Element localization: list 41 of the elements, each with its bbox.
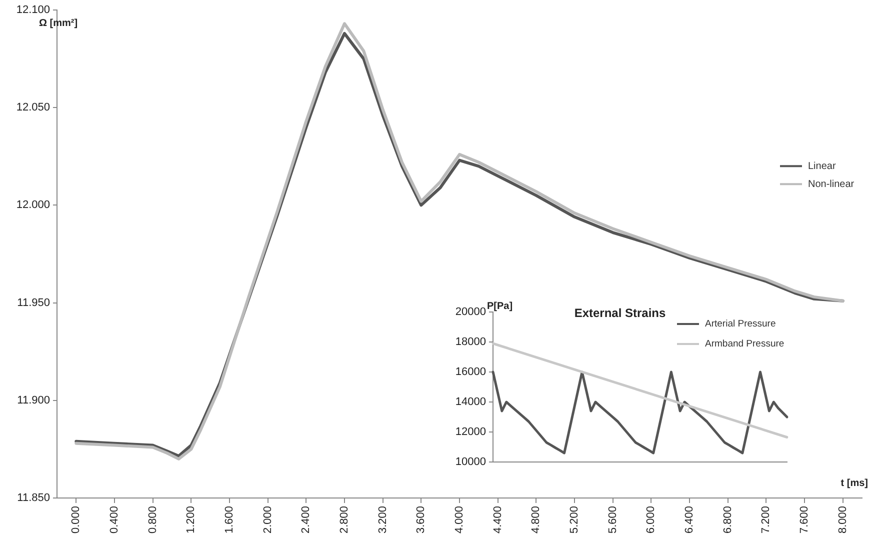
x-tick-label: 1.200 — [185, 506, 198, 534]
x-axis-title: t [ms] — [840, 478, 868, 489]
x-tick-label: 0.800 — [146, 506, 159, 534]
x-tick-label: 7.600 — [798, 506, 811, 534]
legend-label: Non-linear — [808, 178, 855, 190]
x-tick-label: 6.800 — [722, 506, 734, 534]
legend-label: Arterial Pressure — [705, 318, 776, 330]
legend-label: Linear — [808, 160, 836, 172]
y-tick-label: 18000 — [455, 336, 486, 348]
x-tick-label: 5.600 — [606, 506, 619, 534]
x-tick-label: 6.000 — [645, 506, 658, 534]
x-tick-label: 1.600 — [224, 506, 236, 534]
y-tick-label: 20000 — [455, 306, 486, 318]
y-tick-label: 11.950 — [17, 296, 50, 309]
y-tick-label: 10000 — [455, 456, 486, 468]
x-tick-label: 0.000 — [70, 506, 82, 534]
y-tick-label: 12000 — [455, 426, 486, 438]
y-tick-label: 11.850 — [17, 492, 50, 504]
x-tick-label: 8.000 — [836, 506, 849, 534]
y-tick-label: 12.050 — [16, 102, 50, 114]
x-tick-label: 2.000 — [262, 506, 274, 534]
x-tick-label: 0.400 — [108, 506, 121, 534]
x-tick-label: 3.600 — [415, 506, 428, 534]
chart-title: External Strains — [574, 306, 666, 320]
x-tick-label: 2.400 — [300, 506, 312, 534]
x-tick-label: 6.400 — [684, 506, 696, 534]
x-tick-label: 2.800 — [338, 506, 351, 534]
y-tick-label: 16000 — [455, 366, 486, 378]
x-tick-label: 7.200 — [760, 506, 772, 534]
y-tick-label: 12.000 — [16, 199, 50, 212]
y-axis-title: Ω [mm²] — [39, 18, 78, 29]
x-tick-label: 4.000 — [454, 506, 466, 534]
legend-label: Armband Pressure — [705, 338, 784, 350]
y-tick-label: 11.900 — [17, 394, 50, 406]
x-tick-label: 5.200 — [568, 506, 581, 534]
x-tick-label: 4.400 — [492, 506, 504, 534]
x-tick-label: 3.200 — [376, 506, 389, 534]
x-tick-label: 4.800 — [530, 506, 542, 534]
y-tick-label: 12.100 — [16, 4, 50, 16]
y-axis-title: P[Pa] — [487, 301, 513, 312]
y-tick-label: 14000 — [455, 396, 486, 408]
